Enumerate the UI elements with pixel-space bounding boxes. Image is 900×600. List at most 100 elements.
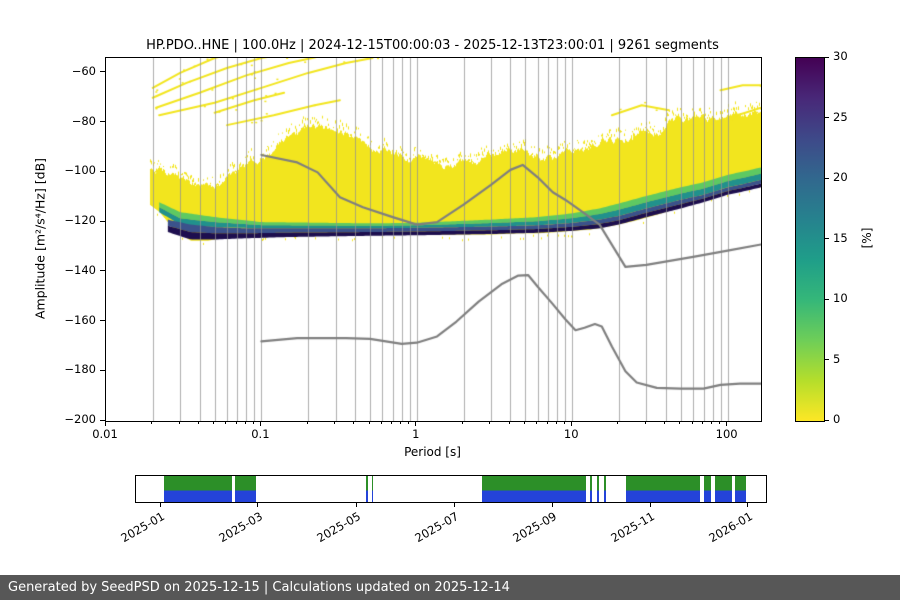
x-tick-label: 10 — [563, 427, 579, 441]
colorbar-tick-mark — [825, 56, 829, 58]
x-tick-mark — [726, 421, 728, 426]
availability-segment — [603, 476, 606, 502]
colorbar-tick-mark — [825, 117, 829, 118]
colorbar-tick-mark — [825, 177, 829, 179]
x-tick-mark — [259, 421, 261, 426]
x-minor-tick-mark — [408, 421, 410, 424]
x-minor-tick-mark — [679, 421, 681, 424]
y-tick-mark — [100, 419, 105, 421]
x-minor-tick-mark — [391, 421, 393, 424]
x-minor-tick-mark — [252, 421, 254, 424]
availability-tick-mark — [159, 503, 161, 507]
availability-tick-mark — [453, 503, 455, 507]
x-axis-label: Period [s] — [404, 445, 461, 459]
x-minor-tick-mark — [702, 421, 704, 424]
availability-tick-mark — [747, 503, 749, 507]
x-tick-label: 0.01 — [92, 427, 118, 441]
x-minor-tick-mark — [664, 421, 666, 424]
y-tick-label: −200 — [64, 412, 96, 426]
availability-tick-label: 2025-05 — [314, 509, 364, 546]
x-minor-tick-mark — [235, 421, 237, 424]
colorbar-tick-mark — [825, 238, 829, 239]
colorbar-label: [%] — [860, 227, 874, 249]
x-minor-tick-mark — [489, 421, 491, 424]
x-minor-tick-mark — [508, 421, 510, 424]
availability-segment — [481, 476, 586, 502]
x-minor-tick-mark — [198, 421, 200, 424]
availability-tick-label: 2026-01 — [706, 509, 755, 546]
x-minor-tick-mark — [555, 421, 557, 424]
x-minor-tick-mark — [334, 421, 336, 424]
availability-segment — [234, 476, 256, 502]
y-tick-label: −100 — [64, 163, 96, 178]
availability-tick-label: 2025-07 — [412, 509, 462, 546]
colorbar-tick-label: 0 — [833, 412, 841, 426]
y-tick-label: −60 — [71, 63, 96, 78]
availability-tick-label: 2025-03 — [216, 509, 265, 546]
x-minor-tick-mark — [536, 421, 538, 424]
availability-tick-mark — [649, 503, 651, 507]
x-minor-tick-mark — [546, 421, 548, 424]
chart-title: HP.PDO..HNE | 100.0Hz | 2024-12-15T00:00… — [146, 38, 719, 53]
colorbar-tick-mark — [825, 359, 829, 360]
x-minor-tick-mark — [563, 421, 565, 424]
colorbar-tick-mark — [825, 298, 829, 300]
availability-segment — [735, 476, 746, 502]
availability-segment — [164, 476, 232, 502]
colorbar-tick-label: 5 — [833, 351, 841, 366]
x-minor-tick-mark — [644, 421, 646, 424]
y-tick-mark — [100, 320, 105, 322]
colorbar-tick-mark — [825, 419, 829, 421]
availability-tick-mark — [257, 503, 259, 507]
y-axis-label: Amplitude [m²/s⁴/Hz] [dB] — [32, 157, 48, 320]
y-tick-label: −120 — [64, 213, 96, 228]
y-tick-label: −140 — [64, 262, 96, 277]
y-tick-label: −180 — [64, 362, 96, 377]
x-tick-label: 1 — [412, 427, 420, 441]
x-tick-label: 100 — [715, 427, 738, 441]
availability-segment — [703, 476, 712, 502]
availability-tick-label: 2025-01 — [118, 509, 168, 546]
colorbar-tick-label: 10 — [833, 291, 848, 305]
x-minor-tick-mark — [225, 421, 227, 424]
availability-segment — [715, 476, 732, 502]
x-minor-tick-mark — [380, 421, 382, 424]
colorbar-tick-label: 25 — [833, 109, 848, 124]
availability-segment — [596, 476, 599, 502]
x-tick-mark — [570, 421, 572, 426]
availability-bar — [135, 475, 767, 503]
x-minor-tick-mark — [711, 421, 713, 424]
x-minor-tick-mark — [691, 421, 693, 424]
availability-tick-mark — [355, 503, 357, 507]
x-minor-tick-mark — [523, 421, 525, 424]
ppsd-heatmap-canvas — [106, 58, 761, 421]
y-tick-mark — [100, 270, 105, 272]
x-tick-label: 0.1 — [251, 427, 270, 441]
x-minor-tick-mark — [462, 421, 464, 424]
x-minor-tick-mark — [151, 421, 153, 424]
x-minor-tick-mark — [213, 421, 215, 424]
x-minor-tick-mark — [400, 421, 402, 424]
footer-text: Generated by SeedPSD on 2025-12-15 | Cal… — [8, 580, 510, 595]
y-tick-mark — [100, 71, 105, 73]
y-tick-mark — [100, 121, 105, 123]
colorbar-tick-label: 30 — [833, 49, 848, 63]
x-minor-tick-mark — [617, 421, 619, 424]
availability-tick-label: 2025-09 — [510, 509, 560, 546]
availability-segment — [626, 476, 700, 502]
availability-tick-mark — [551, 503, 553, 507]
x-tick-mark — [415, 421, 417, 426]
availability-segment — [371, 476, 374, 502]
x-tick-mark — [104, 421, 106, 426]
x-minor-tick-mark — [244, 421, 246, 424]
footer-bar: Generated by SeedPSD on 2025-12-15 | Cal… — [0, 575, 900, 600]
colorbar-tick-label: 15 — [833, 230, 848, 245]
y-tick-mark — [100, 170, 105, 172]
colorbar-tick-label: 20 — [833, 170, 848, 184]
y-tick-mark — [100, 369, 105, 371]
availability-segment — [589, 476, 593, 502]
plot-area — [105, 57, 762, 422]
x-minor-tick-mark — [353, 421, 355, 424]
colorbar — [795, 57, 825, 422]
